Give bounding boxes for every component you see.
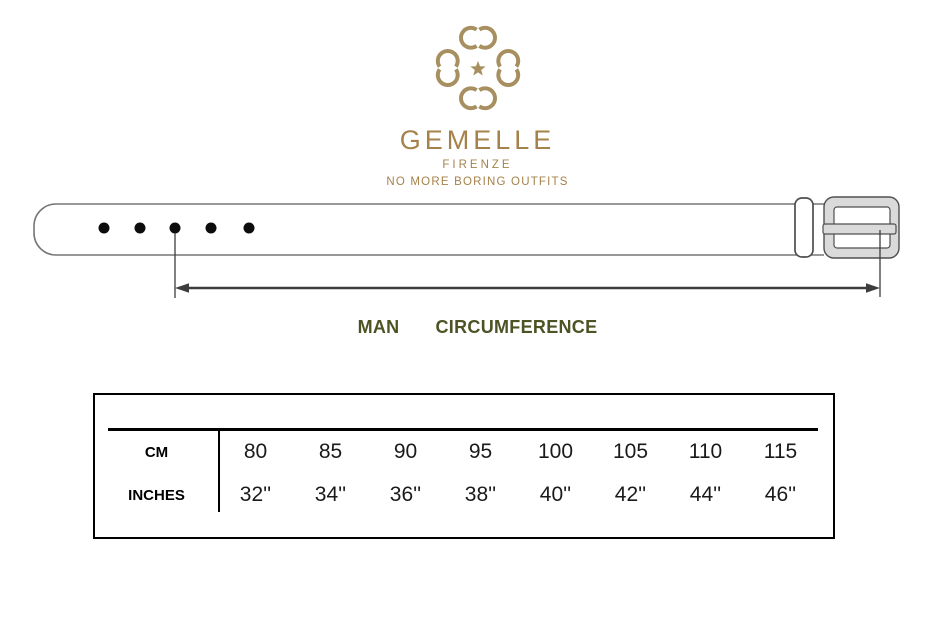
belt-hole-5 [243,222,255,234]
arrowhead-left-icon [175,283,189,293]
label-circumference: CIRCUMFERENCE [435,317,598,337]
table-column-divider [218,428,220,512]
belt-hole-2 [134,222,146,234]
size-cell: 95 [468,440,493,463]
belt-hole-1 [98,222,110,234]
row-label-inches: INCHES [128,486,185,504]
table-top-rule [108,428,818,431]
row-label-cm: CM [144,443,169,461]
arrowhead-right-icon [866,283,880,293]
belt-strap [33,203,824,256]
belt-hole-4 [205,222,217,234]
brand-header: GEMELLE FIRENZE NO MORE BORING OUTFITS [14,16,927,188]
brand-name: GEMELLE [399,125,556,155]
table-row-inches: INCHES 32'' 34'' 36'' 38'' 40'' 42'' 44'… [95,475,833,515]
size-cell: 34'' [314,483,347,506]
ornament-cc-top [458,25,497,50]
ornament-cc-left [435,49,460,87]
size-cell: 85 [318,440,343,463]
belt-hole-3 [169,222,181,234]
size-cell: 100 [537,440,574,463]
table-row-cm: CM 80 85 90 95 100 105 110 115 [95,433,833,471]
size-cell: 80 [243,440,268,463]
measurement-label: MAN CIRCUMFERENCE [14,317,927,338]
size-cell: 36'' [389,483,422,506]
size-cell: 105 [612,440,649,463]
size-table: CM 80 85 90 95 100 105 110 115 INCHES 32… [93,393,835,539]
size-cell: 110 [688,440,723,463]
size-cell: 44'' [689,483,722,506]
size-cell: 115 [763,440,798,463]
ornament-cc-right [495,49,520,87]
ornament-cc-bottom [458,86,497,111]
size-cell: 32'' [239,483,272,506]
size-cell: 38'' [464,483,497,506]
star-icon [469,60,486,76]
belt-keeper [794,197,814,258]
brand-ornament-icon [435,25,520,111]
brand-tagline: NO MORE BORING OUTFITS [386,175,569,188]
label-man: MAN [357,317,400,337]
belt-illustration [33,196,900,298]
size-cell: 40'' [539,483,572,506]
size-cell: 90 [393,440,418,463]
buckle-prong [822,223,897,235]
size-cell: 46'' [764,483,797,506]
size-cell: 42'' [614,483,647,506]
brand-city: FIRENZE [442,159,513,171]
